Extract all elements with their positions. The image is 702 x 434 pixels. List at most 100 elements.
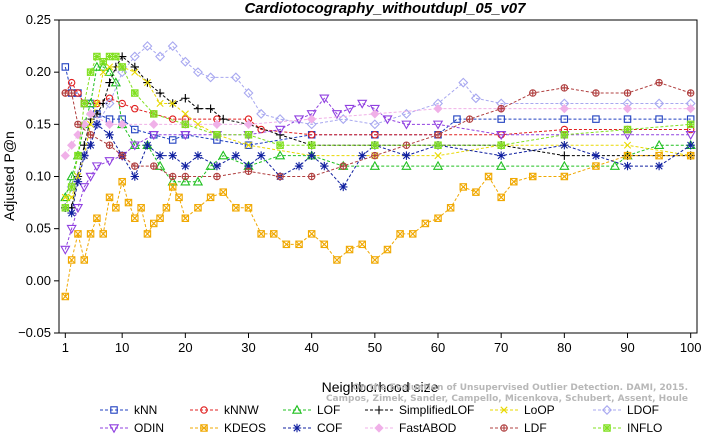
legend-marker <box>374 423 384 433</box>
legend-item-knn: kNN <box>100 403 157 417</box>
data-point <box>453 115 461 123</box>
data-point <box>344 104 355 114</box>
data-point <box>169 99 177 108</box>
data-point <box>370 109 380 119</box>
x-tick-label: 30 <box>241 340 255 355</box>
data-point <box>244 204 253 212</box>
data-point <box>434 131 442 139</box>
y-tick-label: −0.05 <box>18 325 51 340</box>
data-point <box>295 240 303 249</box>
series-ldof <box>66 41 696 192</box>
data-point <box>382 115 393 125</box>
data-point <box>622 104 633 114</box>
data-point <box>434 214 442 222</box>
data-point <box>175 193 183 202</box>
data-point <box>118 151 126 160</box>
data-point <box>243 88 254 99</box>
data-point <box>168 172 177 181</box>
data-point <box>591 151 601 160</box>
data-point <box>339 182 348 192</box>
series-odin <box>60 94 696 255</box>
data-point <box>131 214 139 222</box>
series-line <box>64 155 691 297</box>
data-point <box>276 141 284 149</box>
data-point <box>560 131 569 139</box>
data-point <box>686 151 695 160</box>
series-line <box>64 97 691 250</box>
data-point <box>105 94 114 103</box>
data-point <box>244 167 253 176</box>
data-point <box>396 230 404 238</box>
data-point <box>275 114 286 125</box>
data-point <box>357 99 368 109</box>
data-point <box>118 177 126 186</box>
data-point <box>112 52 120 61</box>
data-point <box>320 240 329 249</box>
data-point <box>256 108 267 119</box>
data-point <box>307 141 316 149</box>
data-point <box>653 139 665 149</box>
legend-item-ldof: LDOF <box>593 403 659 417</box>
data-point <box>256 151 266 160</box>
data-point <box>105 141 114 149</box>
watermark: On the Evaluation of Unsupervised Outlie… <box>326 383 688 404</box>
y-tick-label: 0.20 <box>26 64 51 79</box>
data-point <box>99 57 107 66</box>
data-point <box>307 114 317 124</box>
legend-item-odin: ODIN <box>100 421 164 434</box>
data-point <box>371 151 379 160</box>
data-point <box>529 89 537 97</box>
data-point <box>686 141 695 150</box>
data-point <box>80 256 89 264</box>
data-point <box>231 151 241 160</box>
data-point <box>408 230 417 238</box>
data-point <box>510 177 518 186</box>
data-point <box>560 151 569 160</box>
data-point <box>623 151 632 160</box>
data-point <box>219 188 227 196</box>
data-point <box>212 161 222 171</box>
legend-item-lof: LOF <box>283 403 340 417</box>
data-point <box>60 245 71 255</box>
legend: kNN kNNW LOF SimplifiedLOF LoOP LDOF ODIN KDEOS… <box>100 403 662 434</box>
data-point <box>67 183 76 191</box>
series-loop <box>61 63 695 201</box>
legend-marker <box>602 405 612 415</box>
data-point <box>459 183 468 191</box>
data-point <box>371 131 379 139</box>
data-point <box>339 162 348 170</box>
data-point <box>434 141 442 149</box>
data-point <box>74 230 82 238</box>
data-point <box>623 89 632 97</box>
data-point <box>496 131 507 141</box>
data-point <box>369 119 380 130</box>
data-point <box>180 56 191 67</box>
legend-label: kNNW <box>224 403 259 417</box>
data-point <box>124 198 133 207</box>
data-point <box>307 230 316 238</box>
legend-marker <box>603 424 611 432</box>
data-point <box>143 230 152 238</box>
data-point <box>623 141 632 149</box>
plot-area <box>60 41 696 301</box>
data-point <box>433 104 443 114</box>
data-point <box>560 84 569 92</box>
data-point <box>181 214 190 222</box>
data-point <box>150 219 158 228</box>
data-point <box>484 172 493 181</box>
data-point <box>85 172 96 182</box>
data-point <box>345 245 354 254</box>
data-point <box>104 119 115 129</box>
legend-label: INFLO <box>627 421 662 434</box>
data-point <box>67 89 76 97</box>
data-point <box>156 99 164 108</box>
data-point <box>213 131 221 139</box>
data-point <box>61 63 70 71</box>
data-point <box>401 108 412 119</box>
legend-label: LoOP <box>524 403 555 417</box>
legend-label: KDEOS <box>224 421 266 434</box>
data-point <box>333 256 341 264</box>
legend-label: LDF <box>524 421 547 434</box>
legend-item-cof: COF <box>283 421 342 434</box>
